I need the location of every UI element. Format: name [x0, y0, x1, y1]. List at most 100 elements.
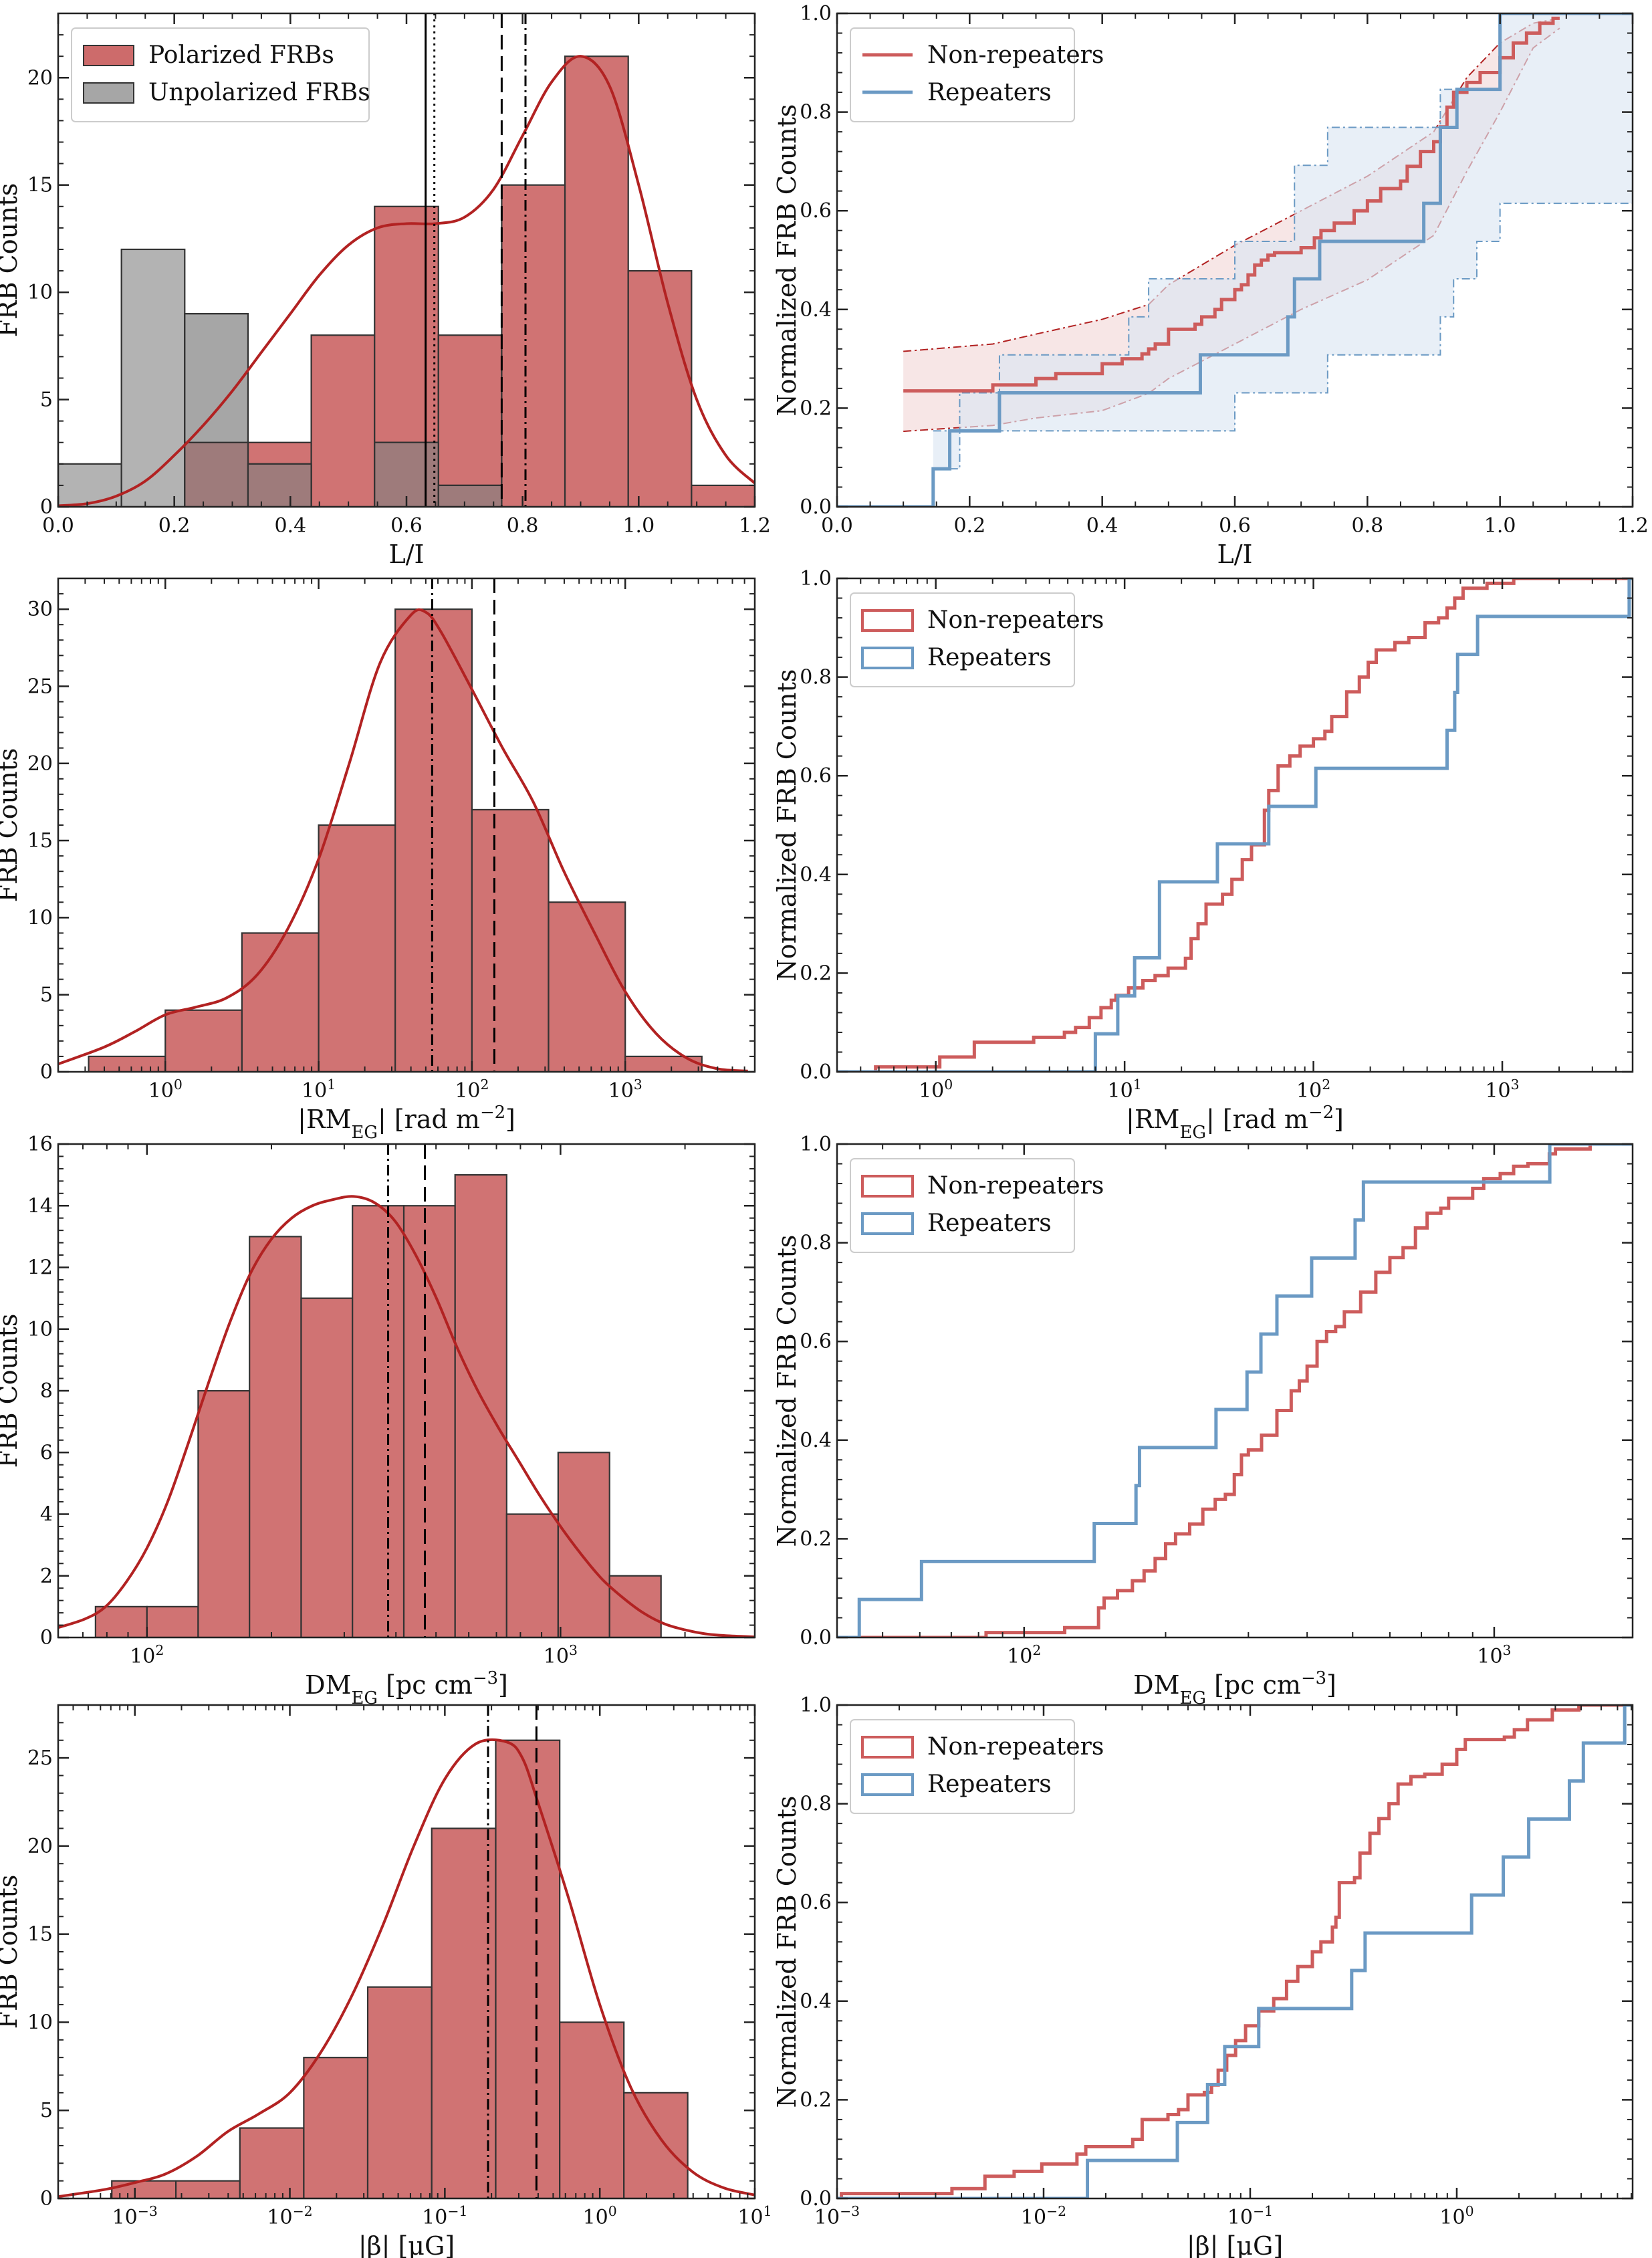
x-tick-label: 1.2: [739, 514, 771, 538]
bar-polarized: [241, 932, 320, 1072]
bar-polarized: [366, 1986, 433, 2198]
cdf-rep: [837, 1144, 1633, 1638]
bar-polarized: [146, 1605, 199, 1638]
bar-polarized: [501, 184, 566, 507]
x-tick-label: 101: [1108, 1077, 1142, 1103]
x-tick-label: 100: [919, 1077, 953, 1103]
legend-label-rep: Repeaters: [927, 644, 1052, 671]
x-tick-label: 0.8: [507, 514, 539, 538]
legend-label-rep: Repeaters: [927, 1210, 1052, 1237]
x-axis-label: DMEG [pc cm−3]: [1133, 1668, 1336, 1708]
legend-label-nonrep: Non-repeaters: [927, 41, 1104, 69]
bar-polarized: [197, 1389, 251, 1638]
bar-unpolarized: [120, 248, 186, 507]
bar-polarized: [175, 2180, 241, 2198]
bar-overlap: [247, 463, 312, 507]
legend-swatch-rep: [861, 1212, 914, 1235]
y-tick-label: 1.0: [800, 2, 832, 25]
y-tick-label: 5: [40, 984, 53, 1007]
bar-polarized: [300, 1297, 354, 1638]
legend-label-rep: Repeaters: [927, 1771, 1052, 1798]
x-axis-label: |RMEG| [rad m−2]: [1126, 1103, 1344, 1143]
axes-frame: [836, 577, 1634, 1073]
kde-curve: [58, 1738, 755, 2198]
bar-overlap: [374, 441, 439, 507]
bar-polarized: [303, 2057, 369, 2198]
y-tick-label: 20: [27, 66, 53, 90]
y-axis-label: Normalized FRB Counts: [772, 1235, 802, 1547]
legend-label-nonrep: Non-repeaters: [927, 1733, 1104, 1761]
y-tick-label: 4: [40, 1503, 53, 1527]
x-tick-label: 0.0: [821, 514, 853, 538]
band-nonrep: [903, 18, 1560, 432]
dm-hist-panel: 102 103 0 2 4 6 8 10 12 14 16 DMEG [pc cm−3] FRB Cou…: [0, 1133, 756, 1708]
y-tick-label: 15: [27, 1923, 53, 1946]
y-tick-label: 1.0: [800, 1133, 832, 1156]
beta-cdf-plot-area: [837, 1705, 1633, 2198]
bar-polarized: [437, 334, 503, 507]
bar-polarized: [94, 1605, 148, 1638]
bar-polarized: [402, 1205, 456, 1638]
y-tick-label: 0.8: [800, 1232, 832, 1255]
legend-swatch-nonrep: [861, 609, 914, 632]
y-tick-label: 10: [27, 281, 53, 304]
y-tick-label: 0.0: [800, 495, 832, 519]
li-hist-plot-area: [58, 13, 755, 507]
axes-frame: [836, 1143, 1634, 1639]
y-tick-label: 0: [40, 495, 53, 519]
x-axis-label: DMEG [pc cm−3]: [305, 1668, 508, 1708]
x-tick-label: 102: [1007, 1642, 1041, 1668]
rm-hist-panel: 100 101 102 103 0 5 10 15 20 25 30 |RMEG| [rad m−2]…: [0, 577, 756, 1143]
x-tick-label: 1.2: [1617, 514, 1649, 538]
li-cdf-plot-area: [837, 13, 1633, 507]
x-axis: 102 103: [836, 1144, 1512, 1668]
y-tick-label: 25: [27, 1746, 53, 1770]
bar-polarized: [431, 1827, 497, 2198]
y-tick-label: 0.0: [800, 1060, 832, 1084]
legend-label-rep: Repeaters: [927, 79, 1052, 106]
y-tick-label: 0.2: [800, 2088, 832, 2112]
x-axis-label: |β| [μG]: [358, 2231, 455, 2258]
dm-cdf-plot-area: [837, 1144, 1633, 1638]
y-tick-label: 10: [27, 1318, 53, 1341]
x-tick-label: 0.8: [1351, 514, 1383, 538]
x-axis-label: L/I: [388, 540, 424, 569]
legend-label-polarized: Polarized FRBs: [148, 41, 334, 69]
x-tick-label: 103: [544, 1642, 578, 1668]
x-tick-label: 100: [583, 2203, 617, 2229]
y-tick-label: 1.0: [800, 1694, 832, 1717]
y-tick-label: 0.4: [800, 1429, 832, 1452]
x-tick-label: 101: [737, 2203, 772, 2229]
x-axis: 100 101 102 103: [836, 578, 1617, 1103]
cdf-nonrep: [837, 578, 1633, 1072]
x-axis-label: L/I: [1217, 540, 1252, 569]
legend-swatch-rep: [861, 1773, 914, 1796]
y-tick-label: 20: [27, 1835, 53, 1858]
y-tick-label: 0.4: [800, 1990, 832, 2013]
kde-curve: [58, 1195, 755, 1638]
y-tick-label: 0.6: [800, 764, 832, 788]
x-tick-label: 0.4: [274, 514, 306, 538]
y-tick-label: 0.8: [800, 666, 832, 689]
x-axis-label: |β| [μG]: [1187, 2231, 1283, 2258]
x-tick-label: 0.6: [390, 514, 423, 538]
beta-hist-plot-area: [58, 1705, 755, 2198]
x-tick-label: 10−1: [422, 2203, 467, 2229]
y-tick-label: 0.4: [800, 863, 832, 887]
y-tick-label: 6: [40, 1441, 53, 1464]
x-tick-label: 0.2: [953, 514, 985, 538]
axes-frame: [836, 1704, 1634, 2200]
beta-hist-panel: 10−3 10−2 10−1 100 101 0 5 10 15 20 25 |β| [μG] FRB …: [0, 1704, 772, 2258]
bar-polarized: [505, 1513, 559, 1638]
band-rep-lower: [933, 13, 1633, 470]
bar-polarized: [249, 1236, 302, 1638]
x-tick-label: 0.0: [42, 514, 74, 538]
y-tick-label: 25: [27, 675, 53, 698]
rm-cdf-plot-area: [837, 578, 1633, 1072]
rm-hist-plot-area: [58, 578, 748, 1072]
y-tick-label: 0.0: [800, 2187, 832, 2211]
bar-polarized: [564, 55, 629, 507]
y-tick-label: 15: [27, 829, 53, 853]
y-axis-label: FRB Counts: [0, 748, 23, 903]
bar-polarized: [691, 484, 755, 507]
